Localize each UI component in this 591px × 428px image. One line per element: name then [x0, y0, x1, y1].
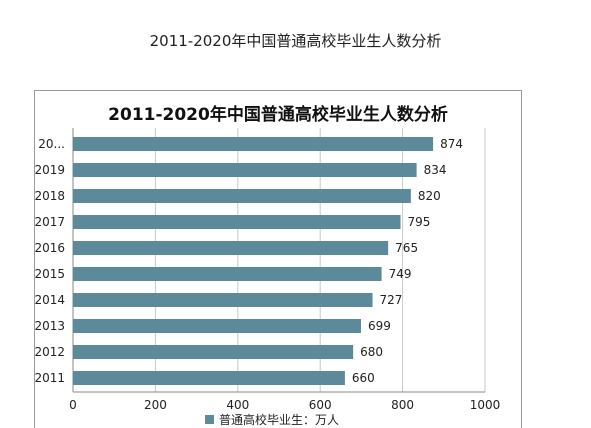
data-label: 795: [408, 215, 431, 229]
data-label: 749: [389, 267, 412, 281]
data-label: 680: [360, 345, 383, 359]
x-tick-label: 600: [309, 398, 332, 412]
x-tick-label: 0: [69, 398, 77, 412]
data-label: 727: [380, 293, 403, 307]
x-tick-label: 400: [226, 398, 249, 412]
data-label: 820: [418, 189, 441, 203]
category-label: 2012: [34, 345, 65, 359]
bar: [73, 241, 389, 255]
category-label: 2018: [34, 189, 65, 203]
x-tick-label: 1000: [470, 398, 501, 412]
category-label: 2013: [34, 319, 65, 333]
legend-label: 普通高校毕业生：万人: [219, 413, 340, 427]
data-label: 699: [368, 319, 391, 333]
x-tick-label: 800: [391, 398, 414, 412]
data-label: 874: [440, 137, 463, 151]
category-label: 2016: [34, 241, 65, 255]
bar: [73, 267, 382, 281]
bar: [73, 319, 361, 333]
page-title: 2011-2020年中国普通高校毕业生人数分析: [149, 32, 442, 50]
data-label: 765: [395, 241, 418, 255]
x-tick-label: 200: [144, 398, 167, 412]
data-label: 834: [424, 163, 447, 177]
legend-swatch: [205, 415, 214, 424]
category-label: 2014: [34, 293, 65, 307]
bar: [73, 371, 345, 385]
chart-title: 2011-2020年中国普通高校毕业生人数分析: [108, 105, 448, 125]
bar: [73, 215, 401, 229]
legend: 普通高校毕业生：万人: [205, 411, 339, 428]
data-label: 660: [352, 371, 375, 385]
bar: [73, 293, 373, 307]
category-label: 2011: [34, 371, 65, 385]
bar: [73, 163, 417, 177]
category-label: 2015: [34, 267, 65, 281]
category-label: 2017: [34, 215, 65, 229]
category-label: 20...: [38, 137, 65, 151]
bar: [73, 189, 411, 203]
bar: [73, 345, 354, 359]
bar: [73, 137, 434, 151]
category-label: 2019: [34, 163, 65, 177]
